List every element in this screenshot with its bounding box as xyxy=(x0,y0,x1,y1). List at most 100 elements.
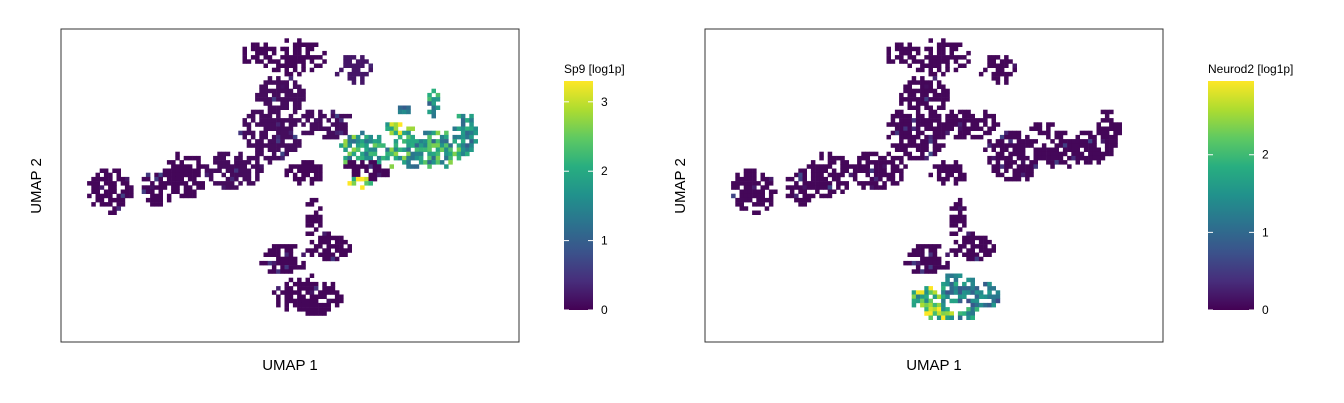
hexbin-cell xyxy=(154,185,159,190)
hexbin-cell xyxy=(360,185,365,190)
hexbin-cell xyxy=(966,50,971,56)
hexbin-cell xyxy=(962,109,967,115)
hexbin-cell xyxy=(953,176,959,182)
hexbin-cell xyxy=(1050,147,1055,152)
hexbin-cell xyxy=(899,143,904,148)
hexbin-cell xyxy=(987,160,992,165)
hexbin-cell xyxy=(288,76,294,81)
hexbin-cell xyxy=(376,160,382,165)
hexbin-cell xyxy=(894,181,900,186)
hexbin-cell xyxy=(255,55,260,60)
hexbin-cell xyxy=(1037,130,1043,136)
hexbin-cell xyxy=(953,168,959,173)
hexbin-cell xyxy=(907,143,912,148)
hexbin-cell xyxy=(810,193,816,199)
hexbin-cell xyxy=(903,143,908,148)
hexbin-cell xyxy=(924,294,929,299)
hexbin-cell xyxy=(1088,155,1093,161)
hexbin-cell xyxy=(987,143,992,148)
hexbin-cell xyxy=(381,155,386,161)
hexbin-cell xyxy=(313,294,319,299)
hexbin-cell xyxy=(1067,147,1072,152)
hexbin-cell xyxy=(953,231,959,236)
hexbin-cell xyxy=(802,189,807,194)
hexbin-cell xyxy=(966,298,971,304)
hexbin-cell xyxy=(292,143,298,148)
hexbin-cell xyxy=(292,298,298,304)
hexbin-cell xyxy=(735,197,740,203)
hexbin-cell xyxy=(739,202,744,207)
hexbin-cell xyxy=(221,155,226,161)
hexbin-cell xyxy=(886,122,891,127)
hexbin-cell xyxy=(217,181,222,186)
hexbin-cell xyxy=(945,126,950,131)
hexbin-cell xyxy=(920,67,925,73)
hexbin-cell xyxy=(936,130,942,136)
hexbin-cell xyxy=(313,168,319,173)
hexbin-cell xyxy=(267,143,273,148)
hexbin-cell xyxy=(1075,143,1080,148)
hexbin-cell xyxy=(974,122,980,127)
hexbin-cell xyxy=(920,130,925,136)
hexbin-cell xyxy=(393,130,399,136)
hexbin-cell xyxy=(200,181,205,186)
hexbin-cell xyxy=(271,46,277,52)
hexbin-cell xyxy=(945,42,950,47)
hexbin-cell xyxy=(145,197,151,203)
hexbin-cell xyxy=(1088,151,1093,157)
hexbin-cell xyxy=(318,244,323,249)
hexbin-cell xyxy=(907,155,912,161)
hexbin-cell xyxy=(815,181,820,186)
hexbin-cell xyxy=(154,197,159,203)
hexbin-cell xyxy=(924,260,929,266)
hexbin-cell xyxy=(739,189,744,194)
hexbin-cell xyxy=(1109,134,1114,140)
hexbin-cell xyxy=(87,193,92,199)
hexbin-cell xyxy=(217,164,222,169)
hexbin-cell xyxy=(920,92,925,98)
hexbin-cell xyxy=(318,176,323,182)
hexbin-cell xyxy=(229,164,235,169)
hexbin-cell xyxy=(974,126,980,131)
hexbin-cell xyxy=(1104,126,1110,131)
hexbin-cell xyxy=(957,206,963,211)
hexbin-cell xyxy=(911,126,917,131)
hexbin-cell xyxy=(406,143,411,148)
hexbin-cell xyxy=(1041,130,1047,136)
hexbin-cell xyxy=(288,55,294,60)
hexbin-cell xyxy=(974,302,980,308)
hexbin-cell xyxy=(756,202,761,207)
hexbin-cell xyxy=(928,109,933,115)
hexbin-cell xyxy=(351,160,357,165)
hexbin-cell xyxy=(145,172,151,178)
hexbin-cell xyxy=(267,55,273,60)
hexbin-cell xyxy=(288,248,294,253)
hexbin-cell xyxy=(752,181,757,186)
hexbin-cell xyxy=(995,76,1001,81)
hexbin-cell xyxy=(1067,139,1072,144)
hexbin-cell xyxy=(427,134,432,140)
hexbin-cell xyxy=(179,181,184,186)
hexbin-cell xyxy=(99,185,105,190)
hexbin-cell xyxy=(936,50,942,56)
hexbin-cell xyxy=(1096,151,1101,157)
hexbin-cell xyxy=(1050,164,1055,169)
hexbin-cell xyxy=(280,130,285,136)
hexbin-cell xyxy=(1109,126,1114,131)
hexbin-cell xyxy=(355,139,361,144)
hexbin-cell xyxy=(242,55,247,60)
hexbin-cell xyxy=(957,286,963,291)
hexbin-cell xyxy=(878,164,883,169)
hexbin-cell xyxy=(735,202,740,207)
hexbin-cell xyxy=(145,189,151,194)
hexbin-cell xyxy=(129,193,134,199)
hexbin-cell xyxy=(238,160,243,165)
hexbin-cell xyxy=(141,176,147,182)
hexbin-cell xyxy=(242,130,247,136)
hexbin-cell xyxy=(444,164,449,169)
hexbin-cell xyxy=(343,164,348,169)
hexbin-cell xyxy=(928,315,933,320)
hexbin-cell xyxy=(234,185,239,190)
hexbin-cell xyxy=(924,256,929,262)
hexbin-cell xyxy=(840,181,845,186)
